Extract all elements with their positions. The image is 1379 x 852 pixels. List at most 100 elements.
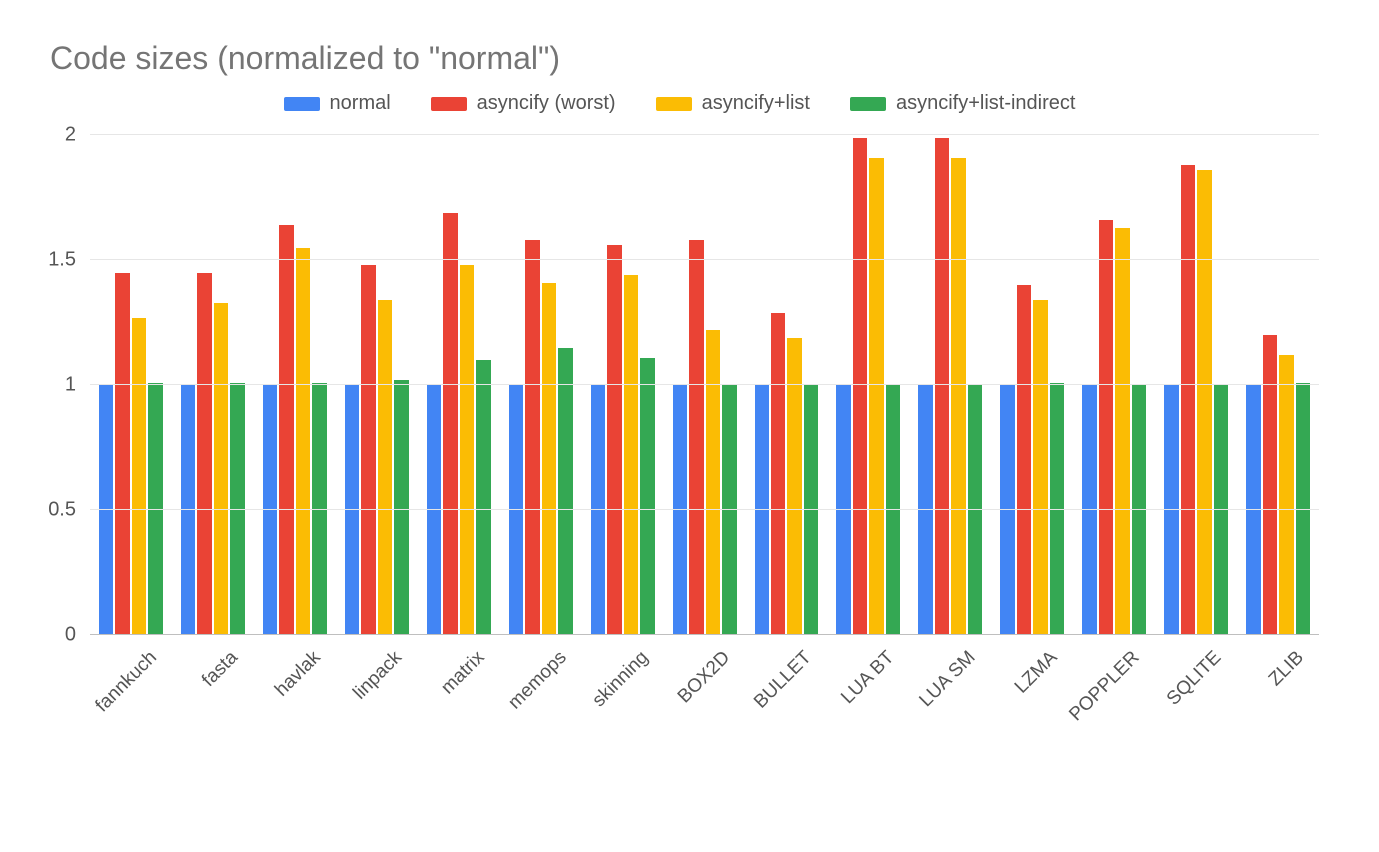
x-axis-label: LUA BT: [837, 647, 899, 709]
bar: [607, 245, 621, 635]
bar: [558, 348, 572, 636]
x-label-slot: memops: [500, 635, 582, 795]
x-label-slot: fannkuch: [90, 635, 172, 795]
bar-group: [172, 135, 254, 635]
bar-group: [418, 135, 500, 635]
legend-label: asyncify+list-indirect: [896, 92, 1076, 115]
bar-group: [991, 135, 1073, 635]
bar: [1115, 228, 1129, 636]
legend: normal asyncify (worst) asyncify+list async…: [20, 92, 1339, 115]
legend-swatch: [656, 97, 692, 111]
grid-line: [90, 509, 1319, 510]
bar: [951, 158, 965, 636]
bar: [935, 138, 949, 636]
bar: [1214, 385, 1228, 635]
bar: [509, 385, 523, 635]
x-label-slot: BOX2D: [664, 635, 746, 795]
bar: [542, 283, 556, 636]
bar: [968, 385, 982, 635]
bar: [1279, 355, 1293, 635]
x-axis-label: fasta: [199, 647, 244, 692]
grid-line: [90, 134, 1319, 135]
y-tick-label: 0.5: [48, 499, 76, 522]
legend-item: asyncify+list: [656, 92, 810, 115]
legend-swatch: [284, 97, 320, 111]
bar: [787, 338, 801, 636]
bar: [836, 385, 850, 635]
bar: [853, 138, 867, 636]
bar: [115, 273, 129, 636]
bar: [99, 385, 113, 635]
bar: [624, 275, 638, 635]
x-axis-labels: fannkuchfastahavlaklinpackmatrixmemopssk…: [90, 635, 1319, 795]
legend-label: asyncify (worst): [477, 92, 616, 115]
legend-label: normal: [330, 92, 391, 115]
bar: [1181, 165, 1195, 635]
x-axis-label: ZLIB: [1264, 647, 1308, 691]
x-label-slot: SQLITE: [1155, 635, 1237, 795]
x-axis-label: LUA SM: [916, 647, 981, 712]
chart-title: Code sizes (normalized to "normal"): [50, 40, 1339, 77]
bar: [181, 385, 195, 635]
bar: [918, 385, 932, 635]
bar: [394, 380, 408, 635]
bar: [443, 213, 457, 636]
y-tick-label: 0: [65, 624, 76, 647]
x-axis-label: SQLITE: [1163, 647, 1226, 710]
legend-swatch: [431, 97, 467, 111]
bar: [1164, 385, 1178, 635]
x-label-slot: LZMA: [991, 635, 1073, 795]
y-tick-label: 2: [65, 124, 76, 147]
bar: [886, 385, 900, 635]
bar: [1000, 385, 1014, 635]
bar: [361, 265, 375, 635]
bar: [1263, 335, 1277, 635]
bar: [197, 273, 211, 636]
bar: [722, 385, 736, 635]
bar: [1033, 300, 1047, 635]
legend-label: asyncify+list: [702, 92, 810, 115]
x-axis-label: fannkuch: [91, 647, 161, 717]
x-axis-label: LZMA: [1011, 647, 1062, 698]
bar-group: [582, 135, 664, 635]
y-tick-label: 1.5: [48, 249, 76, 272]
bar: [345, 385, 359, 635]
bar-group: [664, 135, 746, 635]
x-axis-label: skinning: [588, 647, 653, 712]
bar: [771, 313, 785, 636]
bar: [214, 303, 228, 636]
bar: [132, 318, 146, 636]
legend-item: asyncify (worst): [431, 92, 616, 115]
x-label-slot: BULLET: [746, 635, 828, 795]
bar: [279, 225, 293, 635]
bar-group: [254, 135, 336, 635]
x-label-slot: matrix: [418, 635, 500, 795]
bar: [1099, 220, 1113, 635]
x-label-slot: skinning: [582, 635, 664, 795]
bar: [804, 385, 818, 635]
bar: [1246, 385, 1260, 635]
x-axis-label: BOX2D: [674, 647, 735, 708]
bar: [689, 240, 703, 635]
legend-item: asyncify+list-indirect: [850, 92, 1076, 115]
grid-line: [90, 259, 1319, 260]
x-axis-label: memops: [504, 647, 571, 714]
bar: [1017, 285, 1031, 635]
bar: [427, 385, 441, 635]
bar: [296, 248, 310, 636]
bar: [755, 385, 769, 635]
chart-container: Code sizes (normalized to "normal") norm…: [0, 0, 1379, 852]
x-axis-label: linpack: [350, 647, 407, 704]
bars-row: [90, 135, 1319, 635]
bar: [476, 360, 490, 635]
bar: [869, 158, 883, 636]
legend-item: normal: [284, 92, 391, 115]
bar-group: [1073, 135, 1155, 635]
x-label-slot: linpack: [336, 635, 418, 795]
x-axis-label: matrix: [437, 647, 489, 699]
bar: [1132, 385, 1146, 635]
bar: [1197, 170, 1211, 635]
x-label-slot: ZLIB: [1237, 635, 1319, 795]
bar-group: [1237, 135, 1319, 635]
x-label-slot: fasta: [172, 635, 254, 795]
